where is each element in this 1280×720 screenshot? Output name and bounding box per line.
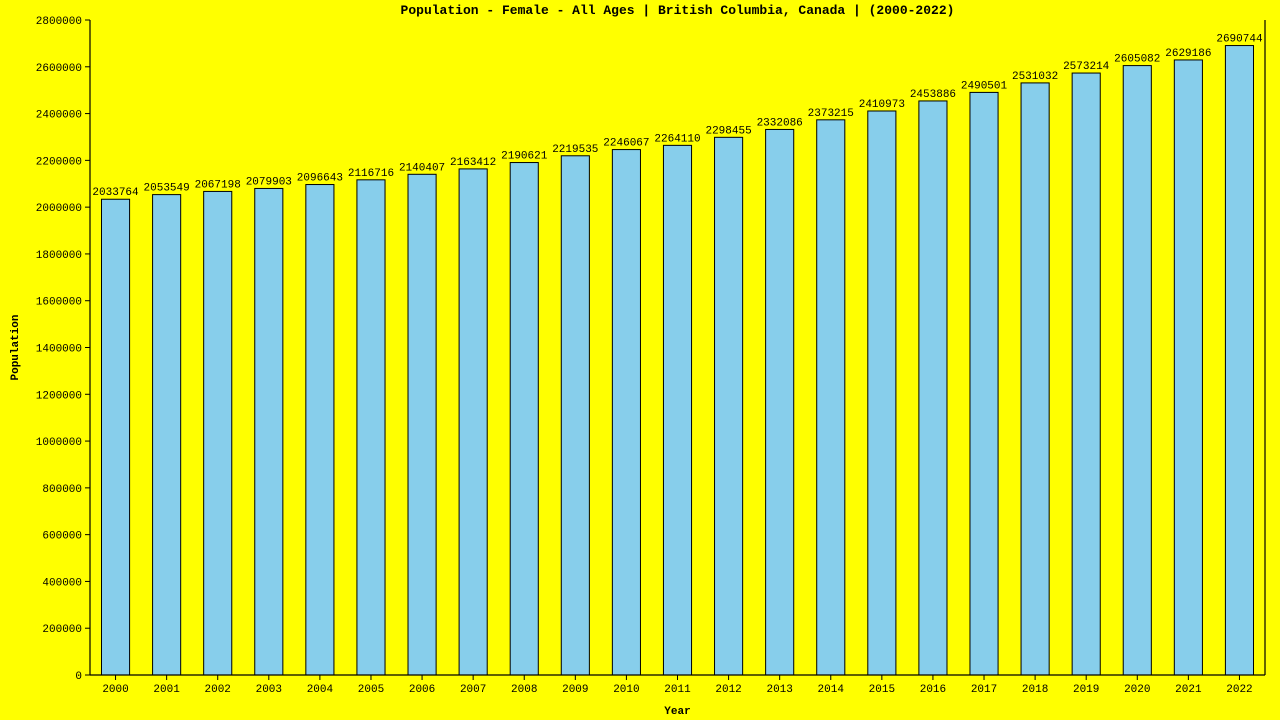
bar-value-label: 2298455	[705, 125, 751, 137]
x-tick-label: 2022	[1226, 684, 1252, 696]
x-tick-label: 2011	[664, 684, 691, 696]
bar-value-label: 2453886	[910, 89, 956, 101]
y-tick-label: 1600000	[36, 297, 82, 309]
bar-value-label: 2140407	[399, 162, 445, 174]
x-tick-label: 2012	[715, 684, 741, 696]
bar	[1174, 60, 1202, 675]
bar	[612, 150, 640, 675]
x-tick-label: 2010	[613, 684, 639, 696]
bar-value-label: 2490501	[961, 80, 1008, 92]
y-tick-label: 1200000	[36, 390, 82, 402]
bar-value-label: 2190621	[501, 151, 548, 163]
bar	[101, 199, 129, 675]
x-tick-label: 2020	[1124, 684, 1150, 696]
bar	[255, 188, 283, 675]
y-tick-label: 800000	[42, 484, 82, 496]
x-tick-label: 2002	[205, 684, 231, 696]
bar-value-label: 2264110	[654, 133, 700, 145]
bar-value-label: 2573214	[1063, 61, 1110, 73]
bar	[306, 185, 334, 675]
y-tick-label: 1800000	[36, 250, 82, 262]
y-axis-label: Population	[10, 314, 22, 380]
x-tick-label: 2006	[409, 684, 435, 696]
x-tick-label: 2013	[766, 684, 792, 696]
bar	[1072, 73, 1100, 675]
bar-value-label: 2163412	[450, 157, 496, 169]
bar-value-label: 2116716	[348, 168, 394, 180]
x-tick-label: 2021	[1175, 684, 1202, 696]
x-tick-label: 2009	[562, 684, 588, 696]
x-tick-label: 2017	[971, 684, 997, 696]
x-tick-label: 2014	[818, 684, 845, 696]
y-tick-label: 1400000	[36, 344, 82, 356]
bar	[715, 137, 743, 675]
bar-value-label: 2690744	[1216, 34, 1263, 46]
x-tick-label: 2015	[869, 684, 895, 696]
bar	[766, 129, 794, 675]
y-tick-label: 2200000	[36, 156, 82, 168]
bar	[510, 163, 538, 675]
y-tick-label: 200000	[42, 624, 82, 636]
bar	[459, 169, 487, 675]
x-tick-label: 2019	[1073, 684, 1099, 696]
y-tick-label: 2800000	[36, 16, 82, 28]
population-bar-chart: 0 200000 400000 600000 800000 1000000 1200000 1…	[0, 0, 1280, 720]
bar	[663, 145, 691, 675]
y-tick-label: 600000	[42, 531, 82, 543]
x-tick-label: 2004	[307, 684, 334, 696]
chart-container: 0 200000 400000 600000 800000 1000000 1200000 1…	[0, 0, 1280, 720]
bar	[1021, 83, 1049, 675]
bar	[970, 92, 998, 675]
bar-value-label: 2219535	[552, 144, 598, 156]
bar	[408, 174, 436, 675]
bar	[153, 195, 181, 675]
bar-value-label: 2410973	[859, 99, 905, 111]
bar	[1123, 66, 1151, 675]
bar-value-label: 2053549	[144, 183, 190, 195]
bar-value-label: 2246067	[603, 138, 649, 150]
bar-value-label: 2629186	[1165, 48, 1211, 60]
bar-value-label: 2067198	[195, 179, 241, 191]
x-tick-label: 2005	[358, 684, 384, 696]
bar-value-label: 2033764	[92, 187, 139, 199]
x-tick-label: 2016	[920, 684, 946, 696]
chart-title: Population - Female - All Ages | British…	[401, 3, 955, 18]
y-tick-label: 2400000	[36, 110, 82, 122]
bar-value-label: 2605082	[1114, 54, 1160, 66]
x-tick-label: 2008	[511, 684, 537, 696]
bar	[868, 111, 896, 675]
bar-value-label: 2373215	[808, 108, 854, 120]
y-tick-label: 2600000	[36, 63, 82, 75]
bar	[357, 180, 385, 675]
bar-value-label: 2096643	[297, 173, 343, 185]
bar	[561, 156, 589, 675]
y-tick-label: 1000000	[36, 437, 82, 449]
bar	[1225, 46, 1253, 675]
x-tick-label: 2001	[153, 684, 180, 696]
bar	[204, 191, 232, 675]
y-tick-label: 2000000	[36, 203, 82, 215]
bar	[817, 120, 845, 675]
x-tick-label: 2000	[102, 684, 128, 696]
bar	[919, 101, 947, 675]
bar-value-label: 2332086	[757, 117, 803, 129]
x-axis-label: Year	[664, 706, 690, 718]
y-tick-label: 400000	[42, 577, 82, 589]
bar-value-label: 2079903	[246, 176, 292, 188]
x-tick-label: 2007	[460, 684, 486, 696]
y-tick-label: 0	[75, 671, 82, 683]
x-tick-label: 2003	[256, 684, 282, 696]
bar-value-label: 2531032	[1012, 71, 1058, 83]
x-tick-label: 2018	[1022, 684, 1048, 696]
